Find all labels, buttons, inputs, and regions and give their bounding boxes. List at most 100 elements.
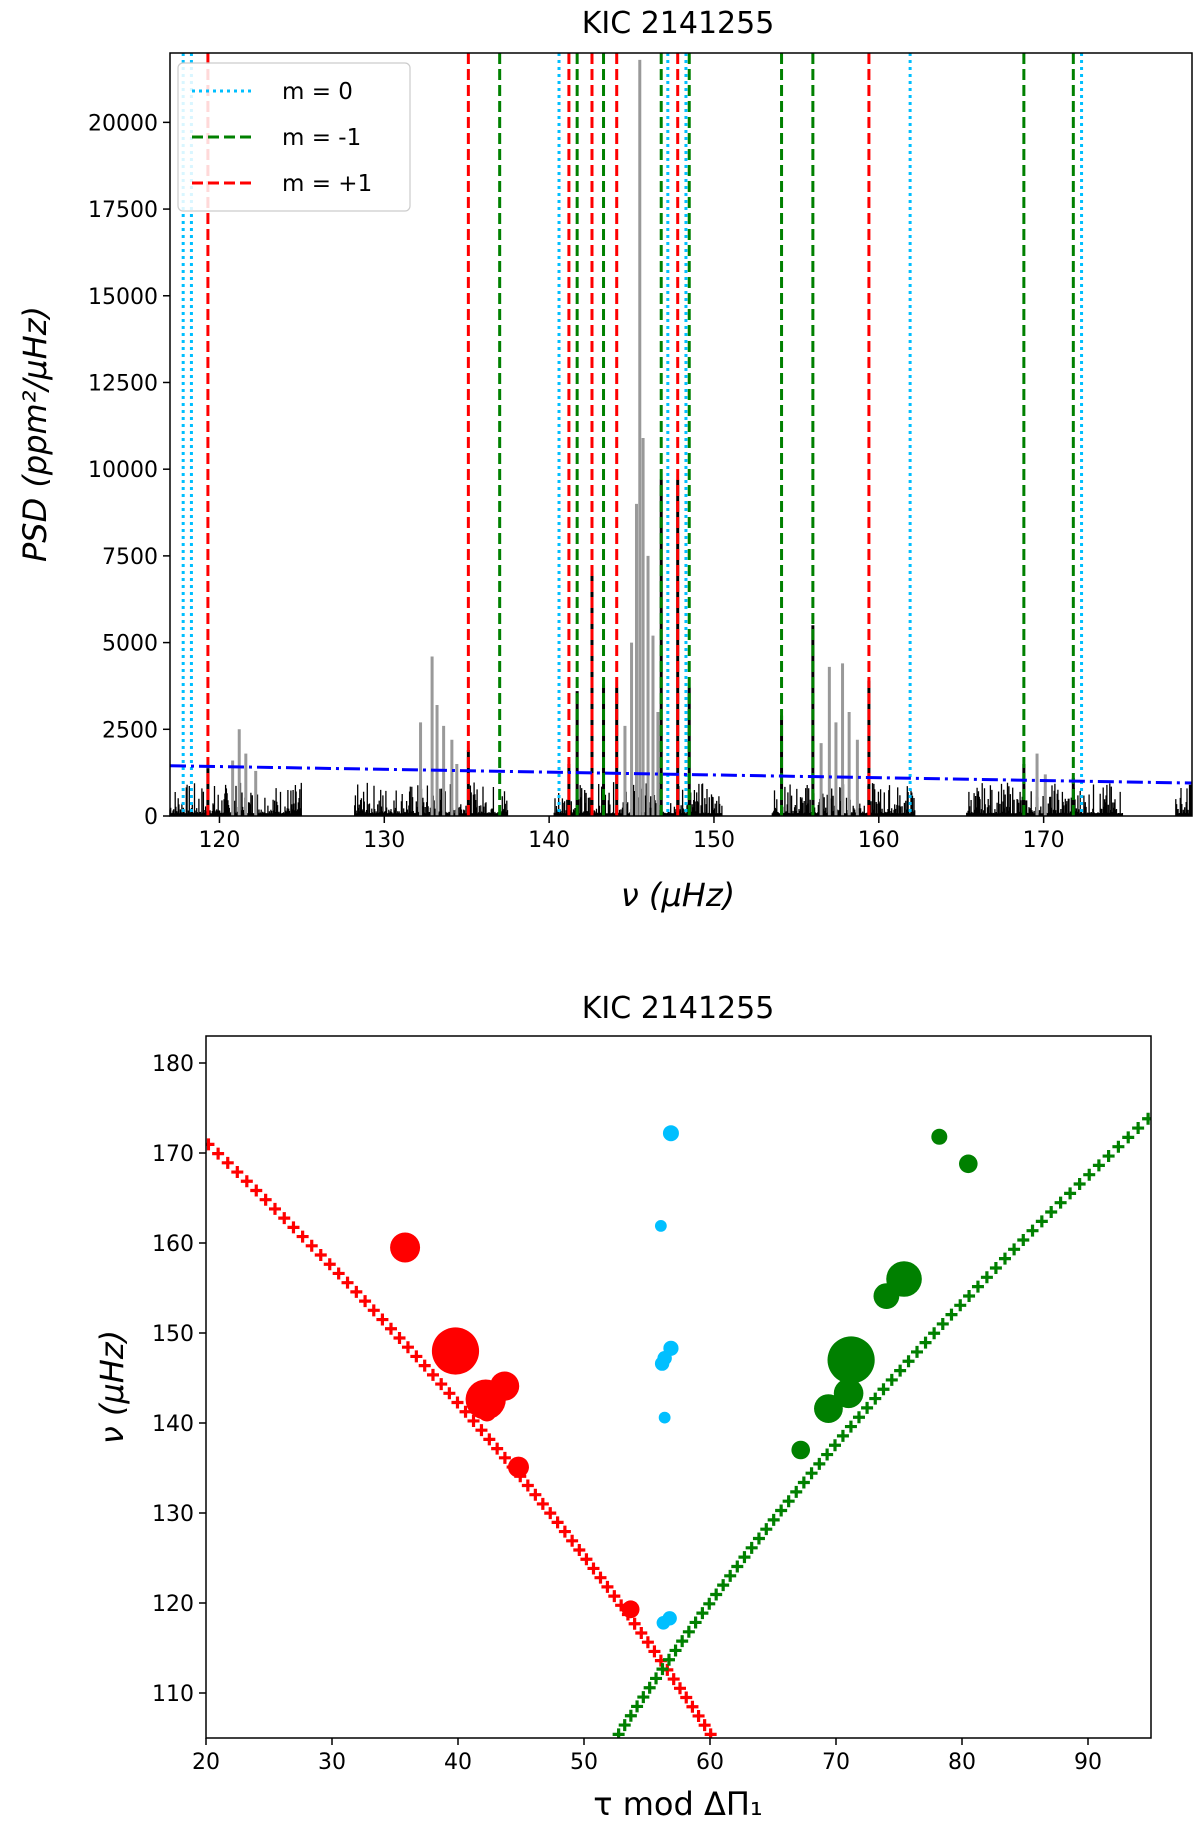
green-model-marker-44 bbox=[936, 1317, 949, 1330]
legend-label-m0: m = 0 bbox=[282, 79, 353, 105]
red-model-marker-73 bbox=[113, 1055, 125, 1067]
green-model-marker-49 bbox=[980, 1271, 993, 1284]
echelle-plot-area bbox=[113, 1055, 1200, 1738]
threshold-line bbox=[169, 764, 1193, 785]
green-model-marker-14 bbox=[703, 1597, 716, 1610]
psd-x-tick-label-3: 150 bbox=[693, 828, 735, 853]
red-model-marker-49 bbox=[341, 1276, 354, 1289]
red-model-marker-6 bbox=[667, 1673, 680, 1686]
echelle-y-tick-label-0: 110 bbox=[152, 1682, 194, 1707]
red-model-marker-69 bbox=[153, 1092, 165, 1104]
red-model-marker-64 bbox=[206, 1138, 215, 1151]
green-model-marker-2 bbox=[624, 1709, 637, 1722]
red-model-marker-1 bbox=[698, 1719, 711, 1732]
red-model-marker-70 bbox=[143, 1083, 155, 1095]
legend-label-m-plus1: m = +1 bbox=[282, 171, 372, 197]
red-model-marker-20 bbox=[573, 1544, 586, 1557]
green-model-marker-60 bbox=[1083, 1168, 1096, 1181]
green-model-marker-53 bbox=[1017, 1234, 1030, 1246]
green-model-marker-11 bbox=[682, 1625, 695, 1638]
echelle-x-tick-label-3: 50 bbox=[570, 1750, 598, 1775]
red-model-marker-30 bbox=[498, 1451, 511, 1464]
echelle-x-tick-label-0: 20 bbox=[192, 1750, 220, 1775]
red-model-marker-22 bbox=[558, 1525, 571, 1538]
green-model-marker-71 bbox=[1193, 1066, 1200, 1078]
green-model-marker-34 bbox=[852, 1411, 865, 1424]
m-1-observed-point-3 bbox=[833, 1378, 864, 1409]
red-model-marker-60 bbox=[240, 1175, 253, 1188]
red-model-marker-2 bbox=[692, 1709, 705, 1722]
green-model-marker-41 bbox=[911, 1345, 924, 1358]
psd-legend: m = 0 m = -1 m = +1 bbox=[177, 62, 411, 212]
green-model-marker-28 bbox=[805, 1467, 818, 1480]
m-1-observed-point-5 bbox=[791, 1440, 811, 1460]
red-model-marker-43 bbox=[393, 1331, 406, 1344]
echelle-x-tick-label-7: 90 bbox=[1074, 1750, 1102, 1775]
red-model-marker-3 bbox=[686, 1700, 699, 1713]
red-model-marker-17 bbox=[594, 1571, 607, 1584]
red-model-marker-4 bbox=[680, 1691, 693, 1704]
green-model-marker-56 bbox=[1045, 1206, 1058, 1219]
green-model-marker-59 bbox=[1073, 1178, 1086, 1191]
green-model-marker-31 bbox=[829, 1439, 842, 1452]
psd-y-tick-label-1: 2500 bbox=[102, 718, 158, 743]
red-model-marker-62 bbox=[221, 1156, 234, 1169]
red-model-marker-12 bbox=[628, 1617, 641, 1630]
red-model-marker-51 bbox=[323, 1258, 336, 1271]
psd-y-axis-label: PSD (ppm²/μHz) bbox=[16, 306, 54, 562]
red-model-marker-34 bbox=[467, 1414, 480, 1427]
red-model-marker-40 bbox=[418, 1359, 431, 1372]
green-model-marker-46 bbox=[954, 1299, 967, 1312]
green-model-marker-27 bbox=[797, 1476, 810, 1489]
red-model-marker-50 bbox=[332, 1267, 345, 1280]
red-model-marker-16 bbox=[601, 1580, 614, 1593]
green-model-marker-43 bbox=[928, 1327, 941, 1340]
green-model-marker-3 bbox=[631, 1700, 644, 1713]
echelle-title: KIC 2141255 bbox=[582, 991, 775, 1026]
echelle-y-axis-label: ν (μHz) bbox=[93, 1330, 131, 1444]
green-model-marker-63 bbox=[1112, 1140, 1125, 1153]
green-model-marker-4 bbox=[637, 1691, 650, 1704]
red-model-marker-35 bbox=[459, 1405, 472, 1418]
green-model-marker-47 bbox=[963, 1289, 976, 1302]
psd-y-tick-label-0: 0 bbox=[144, 805, 158, 830]
red-model-marker-15 bbox=[608, 1590, 621, 1603]
green-model-marker-1 bbox=[618, 1719, 631, 1732]
green-model-marker-35 bbox=[861, 1401, 874, 1414]
green-model-marker-40 bbox=[902, 1355, 915, 1368]
green-model-marker-29 bbox=[813, 1457, 826, 1470]
green-model-marker-58 bbox=[1064, 1187, 1077, 1200]
psd-x-tick-label-5: 170 bbox=[1023, 828, 1065, 853]
red-model-marker-37 bbox=[443, 1387, 456, 1400]
green-model-marker-37 bbox=[877, 1383, 890, 1396]
psd-y-ticks: 0 2500 5000 7500 10000 12500 15000 17500 20000 bbox=[88, 111, 170, 830]
psd-panel: KIC 2141255 120 130 140 150 160 170 0 2500 5000… bbox=[16, 6, 1193, 914]
green-model-marker-48 bbox=[971, 1280, 984, 1293]
m-1-observed-point-6 bbox=[959, 1154, 978, 1174]
red-model-marker-53 bbox=[305, 1239, 318, 1252]
echelle-y-tick-label-2: 130 bbox=[152, 1502, 194, 1527]
green-model-marker-20 bbox=[745, 1541, 758, 1554]
echelle-y-tick-label-7: 180 bbox=[152, 1052, 194, 1077]
psd-x-tick-label-4: 160 bbox=[858, 828, 900, 853]
psd-y-tick-label-7: 17500 bbox=[88, 198, 158, 223]
red-model-marker-42 bbox=[401, 1341, 414, 1354]
echelle-x-tick-label-5: 70 bbox=[822, 1750, 850, 1775]
green-model-marker-9 bbox=[669, 1644, 682, 1657]
red-model-marker-18 bbox=[587, 1562, 600, 1575]
red-model-marker-21 bbox=[566, 1534, 579, 1547]
m-0-observed-point-4 bbox=[654, 1356, 670, 1371]
red-model-marker-59 bbox=[250, 1184, 263, 1197]
echelle-y-tick-label-4: 150 bbox=[152, 1322, 194, 1347]
red-model-marker-46 bbox=[367, 1304, 380, 1317]
red-model-marker-48 bbox=[350, 1285, 363, 1298]
green-model-marker-33 bbox=[844, 1420, 857, 1433]
red-model-marker-39 bbox=[426, 1368, 439, 1381]
green-model-marker-69 bbox=[1172, 1085, 1184, 1097]
echelle-x-tick-label-2: 40 bbox=[444, 1750, 472, 1775]
red-model-marker-47 bbox=[359, 1295, 372, 1308]
m-1-observed-point-0 bbox=[827, 1336, 875, 1384]
green-model-marker-65 bbox=[1132, 1122, 1145, 1135]
red-model-marker-66 bbox=[183, 1120, 195, 1132]
